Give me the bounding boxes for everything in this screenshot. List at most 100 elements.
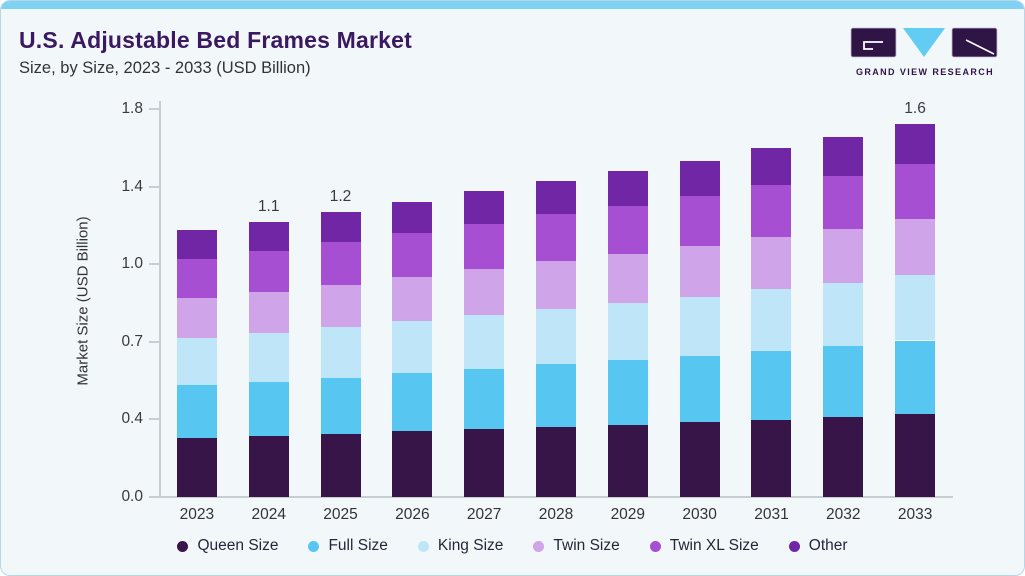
- bar-segment-2023-twin-xl-size: [176, 258, 217, 299]
- bar-segment-2028-other: [536, 180, 576, 215]
- bar-segment-2025-twin-size: [320, 284, 361, 328]
- bar-segment-2028-king-size: [536, 308, 576, 365]
- page-subtitle: Size, by Size, 2023 - 2033 (USD Billion): [19, 59, 311, 77]
- bar-segment-2030-other: [679, 160, 720, 197]
- bar-segment-2026-other: [392, 202, 433, 234]
- x-axis-label-2028: 2028: [538, 506, 574, 523]
- legend-dot-twin-size: [533, 540, 545, 552]
- bar-segment-2023-queen-size: [176, 437, 217, 497]
- bar-segment-2026-queen-size: [392, 431, 433, 497]
- x-axis-label-2024: 2024: [251, 506, 286, 523]
- bar-segment-2027-other: [464, 191, 505, 224]
- bar-segment-2033-king-size: [895, 274, 936, 341]
- legend-item-queen-size: Queen Size: [177, 537, 278, 555]
- bar-segment-2031-twin-size: [751, 237, 792, 290]
- bar-segment-2026-full-size: [392, 373, 433, 432]
- legend-dot-king-size: [417, 540, 429, 552]
- bar-segment-2027-full-size: [464, 368, 505, 430]
- bar-segment-2029-other: [607, 171, 648, 206]
- bar-segment-2024-queen-size: [248, 435, 289, 497]
- bar-segment-2029-king-size: [607, 303, 648, 361]
- bar-segment-2024-king-size: [248, 333, 289, 382]
- bar-segment-2033-twin-xl-size: [895, 163, 936, 219]
- bar-segment-2026-twin-xl-size: [392, 233, 433, 278]
- bar-segment-2025-twin-xl-size: [320, 242, 361, 285]
- bar-segment-2023-twin-size: [176, 298, 217, 339]
- bar-segment-2031-full-size: [751, 350, 792, 420]
- y-tick-label: 0.7: [121, 332, 143, 350]
- y-tick-mark: [149, 263, 159, 266]
- legend-item-other: Other: [788, 537, 848, 555]
- bar-segment-2029-twin-xl-size: [607, 205, 648, 255]
- bar-segment-2029-twin-size: [607, 254, 648, 303]
- gvr-logo-icon: [850, 27, 998, 58]
- x-axis-label-2027: 2027: [466, 506, 502, 523]
- bar-segment-2033-queen-size: [895, 414, 936, 497]
- y-tick-mark: [149, 108, 159, 110]
- bar-segment-2033-full-size: [895, 340, 936, 414]
- bar-segment-2033-twin-size: [895, 218, 936, 275]
- y-axis-line: [159, 101, 161, 498]
- y-tick-label: 0.4: [121, 410, 143, 428]
- bar-segment-2028-full-size: [536, 364, 576, 427]
- legend-item-king-size: King Size: [417, 537, 504, 555]
- bar-segment-2031-other: [751, 148, 792, 186]
- y-tick-label: 1.8: [121, 100, 143, 117]
- bar-segment-2023-king-size: [176, 338, 217, 386]
- y-axis-title: Market Size (USD Billion): [74, 216, 92, 386]
- bar-segment-2030-queen-size: [679, 422, 720, 497]
- bar-segment-2031-queen-size: [751, 419, 792, 497]
- legend-dot-queen-size: [177, 540, 189, 552]
- bar-segment-2028-queen-size: [536, 426, 576, 497]
- bar-segment-2032-twin-xl-size: [823, 175, 864, 229]
- bar-segment-2028-twin-size: [536, 261, 576, 309]
- legend-label-queen-size: Queen Size: [197, 537, 279, 554]
- bar-segment-2028-twin-xl-size: [536, 214, 576, 262]
- y-tick-label: 1.0: [121, 255, 143, 273]
- bar-segment-2032-queen-size: [823, 417, 864, 497]
- y-tick-mark: [149, 340, 159, 343]
- y-tick-label: 1.4: [121, 177, 143, 195]
- y-tick-label: 0.0: [121, 488, 143, 505]
- bar-segment-2031-king-size: [751, 289, 792, 351]
- x-axis-label-2030: 2030: [682, 506, 717, 523]
- bar-segment-2025-other: [320, 212, 361, 243]
- legend-item-twin-size: Twin Size: [533, 537, 620, 555]
- bar-segment-2025-full-size: [320, 377, 361, 434]
- page-title: U.S. Adjustable Bed Frames Market: [19, 27, 413, 53]
- bar-segment-2030-twin-xl-size: [679, 196, 720, 247]
- legend-label-twin-size: Twin Size: [553, 537, 620, 554]
- bar-segment-2026-twin-size: [392, 277, 433, 322]
- bar-segment-2033-other: [895, 124, 936, 164]
- bar-segment-2026-king-size: [392, 321, 433, 374]
- bar-segment-2025-queen-size: [320, 433, 361, 497]
- bar-segment-2032-king-size: [823, 282, 864, 347]
- legend-label-other: Other: [808, 537, 848, 554]
- bar-segment-2024-full-size: [248, 381, 289, 436]
- top-accent-bar: [1, 1, 1024, 9]
- bar-total-label-2025: 1.2: [329, 188, 352, 206]
- bar-segment-2031-twin-xl-size: [751, 185, 792, 238]
- y-tick-mark: [149, 418, 159, 421]
- bar-segment-2027-twin-xl-size: [464, 223, 505, 269]
- bar-segment-2024-other: [248, 221, 289, 251]
- x-axis-label-2033: 2033: [897, 506, 933, 523]
- x-axis-label-2032: 2032: [826, 506, 861, 523]
- bar-segment-2029-full-size: [607, 360, 648, 425]
- legend-item-full-size: Full Size: [308, 537, 388, 555]
- gvr-logo: GRAND VIEW RESEARCH: [850, 27, 1000, 77]
- legend-label-king-size: King Size: [437, 537, 504, 554]
- bar-segment-2030-full-size: [679, 355, 720, 423]
- x-axis-label-2023: 2023: [179, 506, 215, 523]
- chart-legend: Queen Size Full Size King Size Twin Size Twi…: [1, 537, 1024, 555]
- y-tick-mark: [149, 496, 159, 498]
- bar-total-label-2024: 1.1: [257, 197, 280, 215]
- legend-dot-full-size: [308, 540, 320, 552]
- gvr-logo-text: GRAND VIEW RESEARCH: [855, 67, 995, 77]
- legend-item-twin-xl-size: Twin XL Size: [649, 537, 759, 555]
- bar-segment-2030-king-size: [679, 296, 720, 356]
- bar-segment-2029-queen-size: [607, 424, 648, 497]
- bar-segment-2027-queen-size: [464, 429, 505, 497]
